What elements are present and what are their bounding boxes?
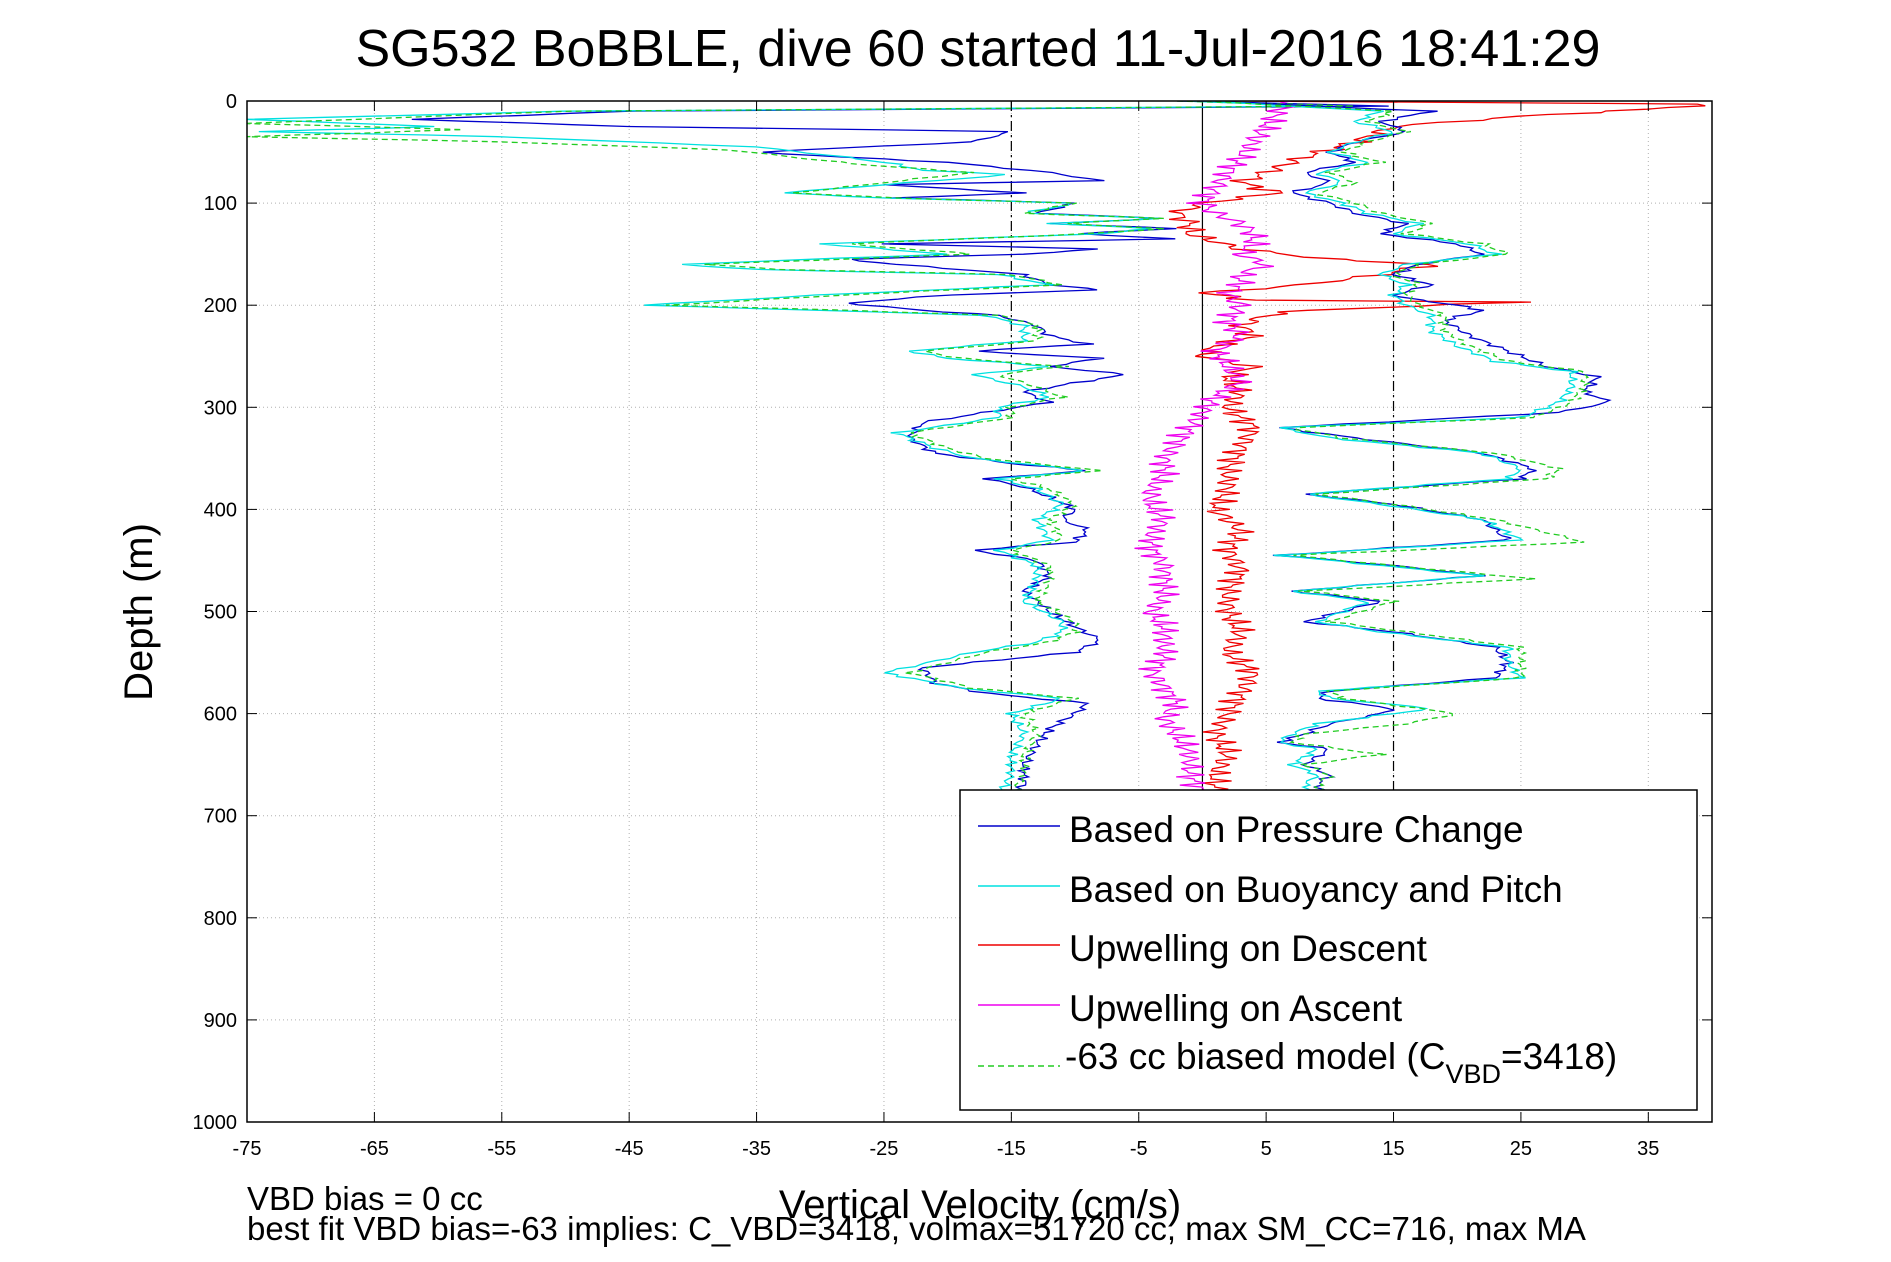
legend-entry-ascent: Upwelling on Ascent [1069,988,1403,1029]
x-tick-label: -75 [233,1138,262,1160]
y-tick-label: 0 [226,91,237,113]
x-tick-label: -35 [742,1138,771,1160]
y-tick-label: 300 [204,397,237,419]
y-tick-label: 900 [204,1010,237,1032]
series-line [247,101,1355,796]
x-tick-label: -5 [1130,1138,1148,1160]
x-axis-ticks: -75 -65 -55 -45 -35 -25 -15 -5 5 15 25 35 [233,101,1659,1160]
y-tick-label: 700 [204,806,237,828]
x-tick-label: -65 [360,1138,389,1160]
footer-line-2: best fit VBD bias=-63 implies: C_VBD=341… [247,1210,1586,1247]
legend-box [959,789,1698,1111]
legend-biased-tail: =3418) [1501,1036,1617,1077]
x-tick-label: 15 [1382,1138,1404,1160]
legend-entry-buoyancy: Based on Buoyancy and Pitch [1069,869,1563,910]
x-tick-label: 5 [1261,1138,1272,1160]
x-tick-label: 25 [1510,1138,1532,1160]
x-tick-label: -15 [997,1138,1026,1160]
legend-entry-biased-model: -63 cc biased model (CVBD=3418) [1065,1036,1617,1089]
legend-biased-main: -63 cc biased model (C [1065,1036,1445,1077]
x-tick-label: 35 [1637,1138,1659,1160]
footer-line-1: VBD bias = 0 cc [247,1180,483,1217]
y-tick-label: 600 [204,704,237,726]
series-line [1199,101,1579,796]
x-tick-label: -45 [615,1138,644,1160]
legend: Based on Pressure Change Based on Buoyan… [959,789,1698,1111]
series-layer [247,101,1706,796]
legend-entry-pressure: Based on Pressure Change [1069,809,1524,850]
legend-entry-descent: Upwelling on Descent [1069,928,1428,969]
reference-lines [1010,101,1395,796]
y-tick-label: 400 [204,499,237,521]
y-axis-label: Depth (m) [117,523,161,701]
y-tick-label: 800 [204,908,237,930]
series-line [1205,101,1591,796]
y-tick-label: 100 [204,193,237,215]
chart-title: SG532 BoBBLE, dive 60 started 11-Jul-201… [356,20,1601,78]
y-tick-label: 1000 [193,1112,238,1134]
y-tick-label: 200 [204,295,237,317]
y-axis-ticks: 0 100 200 300 400 500 600 700 800 900 1000 [193,91,1712,1134]
legend-biased-subscript: VBD [1445,1059,1501,1089]
x-axis-label: Vertical Velocity (cm/s) [779,1183,1181,1227]
x-tick-label: -25 [870,1138,899,1160]
x-tick-label: -55 [487,1138,516,1160]
series-line [1134,101,1295,796]
y-tick-label: 500 [204,602,237,624]
series-line [1168,101,1706,796]
